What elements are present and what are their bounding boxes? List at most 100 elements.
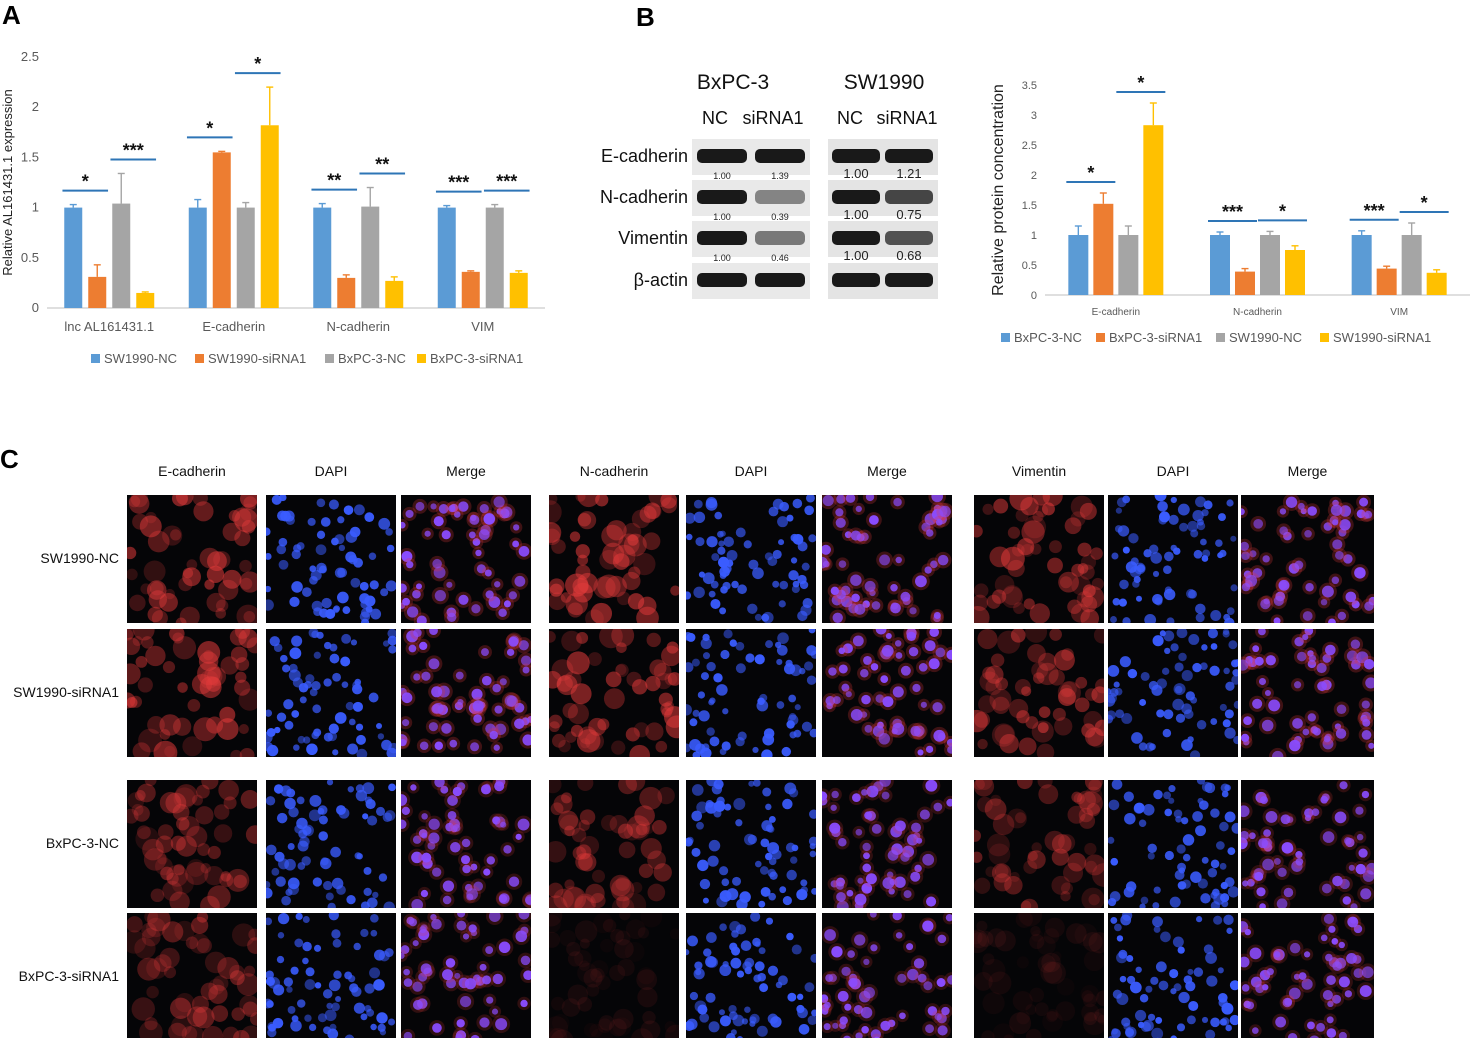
blot-band: [755, 273, 805, 287]
micrograph-image: [822, 495, 952, 623]
blot-quant-value: 1.00: [843, 248, 868, 263]
blot-band: [697, 231, 747, 245]
y-axis-label: Relative AL161431.1 expression: [0, 89, 15, 275]
bar: [1210, 235, 1230, 295]
micrograph-row-label: SW1990-siRNA1: [13, 684, 119, 700]
x-tick-label: N-cadherin: [326, 319, 390, 334]
bar: [1426, 272, 1447, 295]
legend-label: BxPC-3-NC: [338, 351, 406, 366]
significance-mark: *: [82, 172, 89, 192]
bar: [461, 271, 480, 308]
panel-letter-b: B: [636, 2, 655, 32]
blot-row-label: E-cadherin: [601, 146, 688, 166]
blot-lane-label: NC: [702, 108, 728, 128]
blot-row-label: N-cadherin: [600, 187, 688, 207]
blot-row-label: β-actin: [634, 270, 688, 290]
legend-label: BxPC-3-NC: [1014, 330, 1082, 345]
y-tick-label: 3.5: [1022, 80, 1037, 92]
blot-quant-value: 0.75: [896, 207, 921, 222]
micrograph-image: [266, 629, 396, 757]
micrograph-image: [1108, 780, 1238, 908]
blot-band: [885, 231, 933, 245]
blot-quant-value: 0.68: [896, 248, 921, 263]
blot-band: [832, 149, 880, 163]
micrograph-image: [1108, 495, 1238, 623]
blot-band: [755, 231, 805, 245]
micrograph-image: [1241, 495, 1374, 623]
micrograph-image: [266, 495, 396, 623]
micrograph-image: [127, 780, 257, 908]
legend-swatch: [91, 354, 100, 363]
micrograph-image: [822, 780, 952, 908]
y-tick-label: 1.5: [21, 149, 39, 164]
blot-row-label: Vimentin: [618, 228, 688, 248]
x-tick-label: E-cadherin: [202, 319, 265, 334]
micrograph-image: [401, 495, 531, 623]
micrograph-image: [1241, 780, 1374, 908]
micrograph-image: [1241, 629, 1374, 757]
bar: [437, 207, 456, 308]
blot-quant-value: 0.39: [771, 212, 789, 222]
micrograph-image: [549, 780, 679, 908]
legend-label: BxPC-3-siRNA1: [1109, 330, 1202, 345]
significance-mark: **: [375, 155, 389, 175]
micrograph-row-label: BxPC-3-NC: [45, 835, 119, 851]
y-tick-label: 1.5: [1022, 200, 1037, 212]
significance-mark: ***: [448, 173, 469, 193]
micrograph-image: [686, 629, 816, 757]
micrograph-column-header: Merge: [1287, 463, 1328, 479]
bar: [136, 292, 155, 308]
legend-swatch: [325, 354, 334, 363]
micrograph-row-label: BxPC-3-siRNA1: [18, 968, 119, 984]
micrograph-column-header: E-cadherin: [158, 463, 226, 479]
bar: [112, 203, 131, 308]
micrograph-image: [974, 780, 1104, 908]
micrograph-column-header: DAPI: [1156, 463, 1190, 479]
chart-a-qpcr: 0 0.5 1 1.5 2 2.5 Relative AL161431.1 expressi…: [0, 49, 545, 366]
micrograph-image: [127, 495, 257, 623]
blot-lane-label: NC: [837, 108, 863, 128]
blot-quant-value: 1.39: [771, 171, 789, 181]
legend-swatch: [1001, 333, 1010, 342]
micrograph-image: [266, 780, 396, 908]
x-tick-label: VIM: [1390, 307, 1408, 318]
micrograph-image: [1108, 629, 1238, 757]
blot-lane-label: siRNA1: [742, 108, 803, 128]
y-tick-label: 0.5: [1022, 260, 1037, 272]
panel-letter-c: C: [0, 444, 19, 474]
bar: [212, 152, 231, 308]
micrograph-image: [686, 495, 816, 623]
legend-label: SW1990-siRNA1: [208, 351, 306, 366]
micrograph-image: [127, 913, 257, 1038]
micrograph-row-label: SW1990-NC: [40, 550, 119, 566]
micrograph-column-header: Vimentin: [1011, 463, 1067, 479]
significance-mark: *: [1279, 201, 1286, 221]
significance-mark: *: [1137, 73, 1144, 93]
legend-swatch: [417, 354, 426, 363]
bar: [385, 280, 404, 308]
micrograph-grid: E-cadherin DAPI Merge N-cadherin DAPI Merge Vi…: [0, 455, 1473, 1038]
blot-band: [755, 190, 805, 204]
bar: [260, 125, 279, 308]
micrograph-column-header: DAPI: [314, 463, 348, 479]
bar: [1235, 271, 1255, 295]
micrograph-column-header: N-cadherin: [579, 463, 649, 479]
chart-b-protein: 0 0.5 1 1.5 2 2.5 3 3.5 Relative protein concent…: [990, 73, 1470, 345]
blot-band: [697, 273, 747, 287]
bar: [88, 276, 107, 308]
x-tick-label: N-cadherin: [1233, 307, 1282, 318]
significance-mark: ***: [123, 140, 144, 160]
bar: [361, 206, 380, 308]
micrograph-image: [686, 913, 816, 1038]
micrograph-image: [686, 780, 816, 908]
legend-label: SW1990-NC: [1229, 330, 1302, 345]
legend-label: BxPC-3-siRNA1: [430, 351, 523, 366]
y-tick-label: 3: [1031, 110, 1037, 122]
legend-label: SW1990-siRNA1: [1333, 330, 1431, 345]
significance-mark: *: [1087, 163, 1094, 183]
panel-letter-a: A: [2, 0, 21, 30]
blot-band: [832, 190, 880, 204]
x-tick-label: lnc AL161431.1: [64, 319, 154, 334]
legend-swatch: [1320, 333, 1329, 342]
y-tick-label: 0: [1031, 290, 1037, 302]
